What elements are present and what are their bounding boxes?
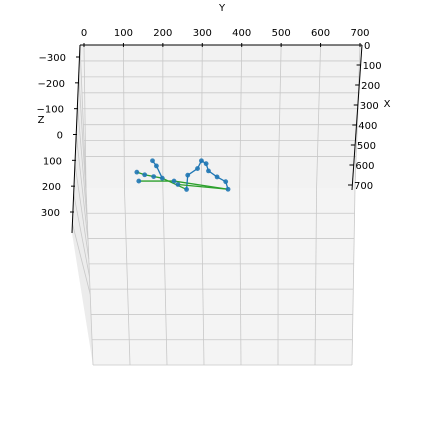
grid-line — [124, 187, 131, 366]
tick-label-x: 400 — [358, 121, 377, 132]
grid-line — [239, 187, 242, 366]
grid-line — [314, 187, 317, 366]
data-point — [175, 182, 181, 187]
tick-label-x: 300 — [360, 101, 379, 112]
axis-title-y: Y — [218, 3, 226, 14]
tick-label-z: −100 — [37, 105, 64, 116]
data-segment — [177, 183, 229, 190]
grid-line — [77, 104, 88, 224]
data-point — [214, 174, 220, 180]
tick-label-x: 500 — [357, 141, 376, 152]
tick-label-z: −200 — [38, 79, 65, 90]
data-point — [142, 172, 148, 178]
grid-line — [74, 164, 90, 259]
tick-label-y: 100 — [114, 28, 133, 39]
chart-points — [134, 158, 231, 192]
tick-label-y: 700 — [350, 28, 369, 39]
axis-title-z: Z — [38, 115, 45, 126]
grid-line — [83, 44, 87, 189]
grid-line — [162, 187, 168, 366]
tick-label-y: 300 — [193, 28, 212, 39]
tick-label-z: 300 — [41, 208, 60, 219]
axis-line-x — [351, 44, 363, 191]
tick-label-x: 600 — [355, 161, 374, 172]
data-point — [136, 178, 142, 184]
grid-line — [78, 74, 88, 206]
data-point — [223, 179, 229, 185]
data-point — [203, 161, 209, 167]
data-point — [171, 178, 177, 184]
floor-pane — [86, 188, 355, 365]
data-point — [184, 187, 189, 192]
grid-line — [200, 187, 205, 366]
axis-title-x: X — [384, 99, 391, 110]
chart-panes — [72, 45, 362, 365]
data-point — [150, 158, 155, 164]
data-point — [151, 174, 157, 180]
grid-line — [72, 223, 91, 295]
tick-label-z: −300 — [39, 53, 66, 64]
tick-label-x: 0 — [364, 41, 370, 52]
grid-line — [200, 44, 203, 189]
grid-line — [239, 44, 243, 189]
data-point — [206, 168, 211, 174]
data-point — [159, 175, 165, 181]
grid-line — [277, 44, 282, 189]
tick-label-z: 100 — [43, 156, 62, 167]
grid-line — [123, 44, 125, 189]
data-point — [134, 169, 140, 175]
tick-label-x: 200 — [361, 81, 380, 92]
tick-label-x: 100 — [363, 61, 382, 72]
data-point — [154, 163, 159, 169]
tick-label-z: 0 — [57, 131, 63, 142]
tick-label-x: 700 — [354, 181, 373, 192]
top-pane — [80, 45, 362, 188]
chart-axes — [71, 44, 363, 234]
axis-line-z — [71, 44, 81, 234]
chart-tick-labels: 0 100 200 300 400 500 600 700 0 100 200 300 400 500 60… — [37, 28, 382, 219]
grid-line — [75, 134, 89, 242]
tick-label-y: 200 — [153, 28, 172, 39]
grid-line — [316, 44, 321, 189]
grid-line — [73, 193, 90, 277]
data-point — [225, 186, 231, 192]
tick-label-y: 0 — [81, 28, 87, 39]
grid-line — [79, 44, 87, 189]
data-segment — [162, 177, 187, 191]
tick-label-z: 200 — [42, 182, 61, 193]
tick-label-y: 500 — [272, 28, 291, 39]
data-point — [185, 172, 191, 178]
tick-label-y: 600 — [311, 28, 330, 39]
data-point — [199, 158, 204, 164]
data-point — [195, 166, 200, 171]
tick-label-y: 400 — [232, 28, 251, 39]
chart-grid — [72, 44, 362, 366]
grid-line — [351, 187, 356, 366]
